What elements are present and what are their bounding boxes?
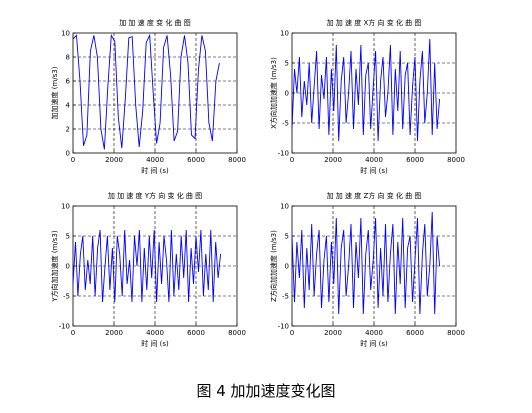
y-tick-label: 6: [66, 78, 71, 86]
y-tick-label: 5: [285, 233, 289, 241]
figure-caption: 图 4 加加速度变化图: [196, 382, 336, 400]
y-tick-label: 0: [285, 263, 289, 271]
x-axis-label: 时 间 (s): [141, 166, 169, 175]
subplot-4: 0 2000 4000 6000 8000 -10 -5 0 5 10 加 加 速 度 Z方 向 变…: [269, 191, 465, 348]
x-tick-label: 0: [71, 329, 75, 337]
y-tick-label: 0: [285, 90, 289, 98]
y-tick-label: -5: [63, 293, 70, 301]
series-line: [291, 211, 441, 315]
y-tick-label: -10: [278, 150, 289, 158]
x-tick-label: 8000: [228, 156, 246, 164]
x-tick-label: 0: [71, 156, 75, 164]
y-tick-label: 10: [61, 203, 70, 211]
x-tick-label: 2000: [105, 329, 123, 337]
y-axis-label: X方向加加速度 (m/s3): [269, 57, 278, 129]
x-tick-label: 2000: [105, 156, 123, 164]
x-tick-label: 2000: [324, 329, 342, 337]
y-axis-label: Y方向加加速度 (m/s3): [50, 230, 59, 303]
subplot-title: 加 加 速 度 Z方 向 变 化 曲 图: [327, 191, 422, 200]
x-tick-label: 0: [290, 329, 294, 337]
x-tick-label: 6000: [406, 329, 424, 337]
y-axis-label: 加加速度 (m/s3): [50, 66, 59, 119]
subplot-title: 加 加 速 度 变 化 曲 图: [119, 18, 191, 27]
subplot-2: 0 2000 4000 6000 8000 -10 -5 0 5 10 加 加 速 度 X方 向 变…: [269, 18, 465, 175]
y-tick-label: 0: [66, 263, 70, 271]
y-tick-label: 4: [66, 102, 71, 110]
y-tick-label: 5: [285, 60, 289, 68]
subplot-title: 加 加 速 度 Y方 向 变 化 曲 图: [108, 191, 202, 200]
y-tick-label: -5: [282, 293, 289, 301]
y-tick-label: 0: [66, 150, 70, 158]
x-tick-label: 6000: [187, 329, 205, 337]
x-tick-label: 4000: [146, 156, 164, 164]
y-tick-label: 10: [280, 203, 289, 211]
y-tick-label: 10: [61, 30, 70, 38]
subplot-title: 加 加 速 度 X方 向 变 化 曲 图: [327, 18, 422, 27]
subplot-3: 0 2000 4000 6000 8000 -10 -5 0 5 10 加 加 速 度 Y方 向 变…: [50, 191, 246, 348]
x-axis-label: 时 间 (s): [141, 339, 169, 348]
y-axis-label: Z方向加加速度 (m/s3): [269, 230, 278, 302]
subplot-1: 0 2000 4000 6000 8000 0 2 4 6 8 10 加 加 速 度 变 化 曲 图时…: [50, 18, 246, 175]
series-line: [72, 33, 220, 150]
x-tick-label: 6000: [406, 156, 424, 164]
x-tick-label: 6000: [187, 156, 205, 164]
x-axis-label: 时 间 (s): [360, 166, 388, 175]
y-tick-label: 5: [66, 233, 70, 241]
x-axis-label: 时 间 (s): [360, 339, 388, 348]
y-tick-label: -5: [282, 120, 289, 128]
series-line: [72, 229, 222, 303]
x-tick-label: 8000: [447, 329, 465, 337]
x-tick-label: 4000: [146, 329, 164, 337]
x-tick-label: 4000: [365, 156, 383, 164]
x-tick-label: 8000: [228, 329, 246, 337]
x-tick-label: 4000: [365, 329, 383, 337]
x-tick-label: 8000: [447, 156, 465, 164]
y-tick-label: 2: [66, 126, 70, 134]
x-tick-label: 2000: [324, 156, 342, 164]
y-tick-label: 10: [280, 30, 289, 38]
y-tick-label: -10: [59, 323, 70, 331]
y-tick-label: -10: [278, 323, 289, 331]
series-line: [291, 38, 441, 142]
y-tick-label: 8: [66, 54, 70, 62]
x-tick-label: 0: [290, 156, 294, 164]
